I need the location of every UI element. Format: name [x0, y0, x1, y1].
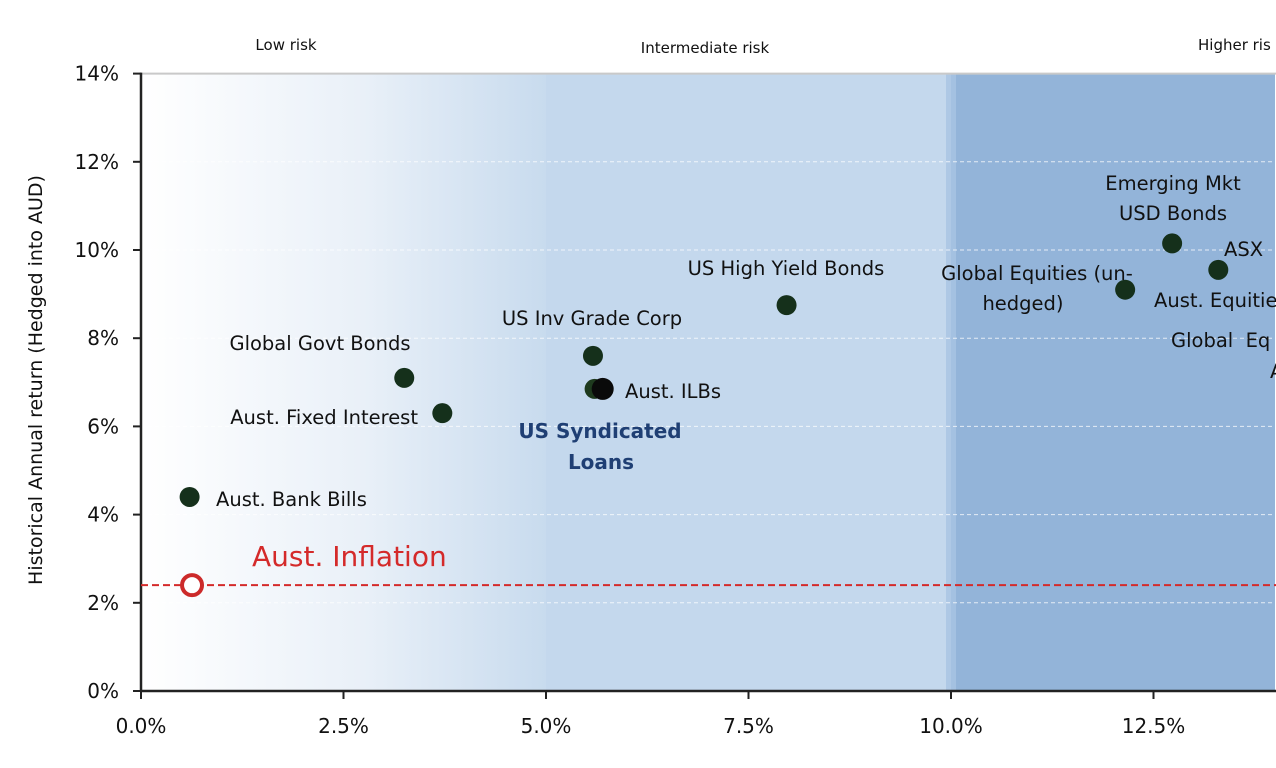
label-global-govt-bonds: Global Govt Bonds [229, 332, 410, 355]
label-emerging-mkt-line2: USD Bonds [1119, 202, 1227, 225]
x-tick-label-3: 7.5% [723, 714, 774, 738]
point-aust-bank-bills [179, 486, 200, 507]
point-us-inv-grade-corp [582, 345, 603, 366]
band-edge [946, 73, 956, 692]
label-asx-partial: ASX [1224, 238, 1263, 261]
label-aust-fixed-interest: Aust. Fixed Interest [230, 406, 418, 429]
point-emerging-mkt-usd-bonds [1162, 233, 1183, 254]
inflation-marker [180, 573, 205, 598]
risk-label-low: Low risk [255, 36, 316, 54]
y-tick-label-7: 14% [75, 62, 119, 86]
label-us-syndicated-line2: Loans [568, 450, 634, 474]
risk-band-labels: Low risk Intermediate risk Higher ris [255, 36, 1271, 57]
x-tick-label-4: 10.0% [919, 714, 983, 738]
data-points [179, 233, 1229, 507]
point-us-high-yield-bonds [776, 295, 797, 316]
label-aust-inflation: Aust. Inflation [252, 540, 447, 573]
risk-band-0 [141, 73, 546, 692]
label-us-high-yield-bonds: US High Yield Bonds [688, 257, 885, 280]
label-aust-equities-partial: Aust. Equitie [1154, 289, 1276, 312]
y-tick-label-1: 2% [87, 591, 119, 615]
risk-bands [141, 72, 1276, 692]
point-aust-fixed-interest [432, 403, 453, 424]
gridlines [141, 161, 1276, 604]
risk-label-higher: Higher ris [1198, 36, 1271, 54]
label-emerging-mkt-line1: Emerging Mkt [1105, 172, 1241, 195]
label-aust-bank-bills: Aust. Bank Bills [216, 488, 367, 511]
risk-band-2 [951, 73, 1275, 692]
y-tick-label-3: 6% [87, 414, 119, 438]
y-tick-label-5: 10% [75, 238, 119, 262]
point-global-equities-un-hedged- [1115, 279, 1136, 300]
point-global-govt-bonds [394, 367, 415, 388]
label-global-equities-line1: Global Equities (un- [941, 262, 1133, 285]
axes: 0% 2% 4% 6% 8% 10% 12% 14% 0.0% 2.5% 5.0% 7.5% 10.0%… [75, 62, 1276, 738]
x-tick-label-2: 5.0% [521, 714, 572, 738]
y-axis-label: Historical Annual return (Hedged into AU… [25, 175, 47, 585]
x-tick-label-1: 2.5% [318, 714, 369, 738]
point-aust-equitie [1208, 259, 1229, 280]
label-aust-ilbs: Aust. ILBs [625, 380, 721, 403]
label-global-eq-partial: Global Eq [1171, 329, 1270, 352]
inflation-reference [141, 573, 1276, 598]
point-aust-ilbs [591, 377, 614, 400]
x-tick-label-5: 12.5% [1122, 714, 1186, 738]
y-tick-label-2: 4% [87, 503, 119, 527]
label-us-syndicated-line1: US Syndicated [518, 419, 681, 443]
y-tick-label-6: 12% [75, 150, 119, 174]
risk-label-intermediate: Intermediate risk [641, 39, 770, 57]
x-tick-label-0: 0.0% [116, 714, 167, 738]
label-a-partial: A [1270, 360, 1276, 383]
point-labels: Aust. Bank Bills Global Govt Bonds Aust.… [216, 172, 1276, 573]
risk-band-1 [546, 73, 951, 692]
y-tick-label-0: 0% [87, 679, 119, 703]
label-us-inv-grade-corp: US Inv Grade Corp [502, 307, 682, 330]
y-tick-label-4: 8% [87, 326, 119, 350]
label-global-equities-line2: hedged) [982, 292, 1063, 315]
